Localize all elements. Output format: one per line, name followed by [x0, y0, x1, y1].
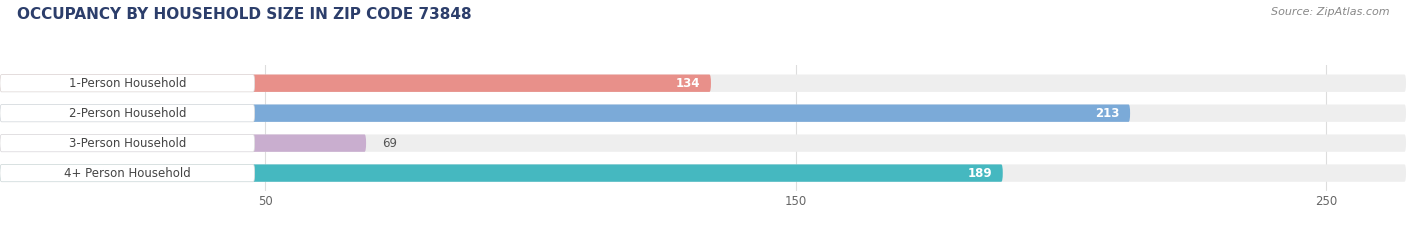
Text: 4+ Person Household: 4+ Person Household — [63, 167, 191, 180]
FancyBboxPatch shape — [0, 75, 254, 92]
Text: 189: 189 — [967, 167, 993, 180]
Text: 134: 134 — [676, 77, 700, 90]
FancyBboxPatch shape — [0, 75, 1406, 92]
FancyBboxPatch shape — [0, 134, 1406, 152]
FancyBboxPatch shape — [0, 104, 1406, 122]
FancyBboxPatch shape — [0, 134, 254, 152]
FancyBboxPatch shape — [0, 164, 1406, 182]
FancyBboxPatch shape — [0, 104, 1130, 122]
Text: Source: ZipAtlas.com: Source: ZipAtlas.com — [1271, 7, 1389, 17]
FancyBboxPatch shape — [0, 164, 1002, 182]
FancyBboxPatch shape — [0, 104, 254, 122]
Text: 1-Person Household: 1-Person Household — [69, 77, 186, 90]
FancyBboxPatch shape — [0, 164, 254, 182]
FancyBboxPatch shape — [0, 75, 711, 92]
Text: OCCUPANCY BY HOUSEHOLD SIZE IN ZIP CODE 73848: OCCUPANCY BY HOUSEHOLD SIZE IN ZIP CODE … — [17, 7, 471, 22]
Text: 69: 69 — [382, 137, 396, 150]
Text: 213: 213 — [1095, 107, 1119, 120]
Text: 3-Person Household: 3-Person Household — [69, 137, 186, 150]
FancyBboxPatch shape — [0, 134, 366, 152]
Text: 2-Person Household: 2-Person Household — [69, 107, 186, 120]
